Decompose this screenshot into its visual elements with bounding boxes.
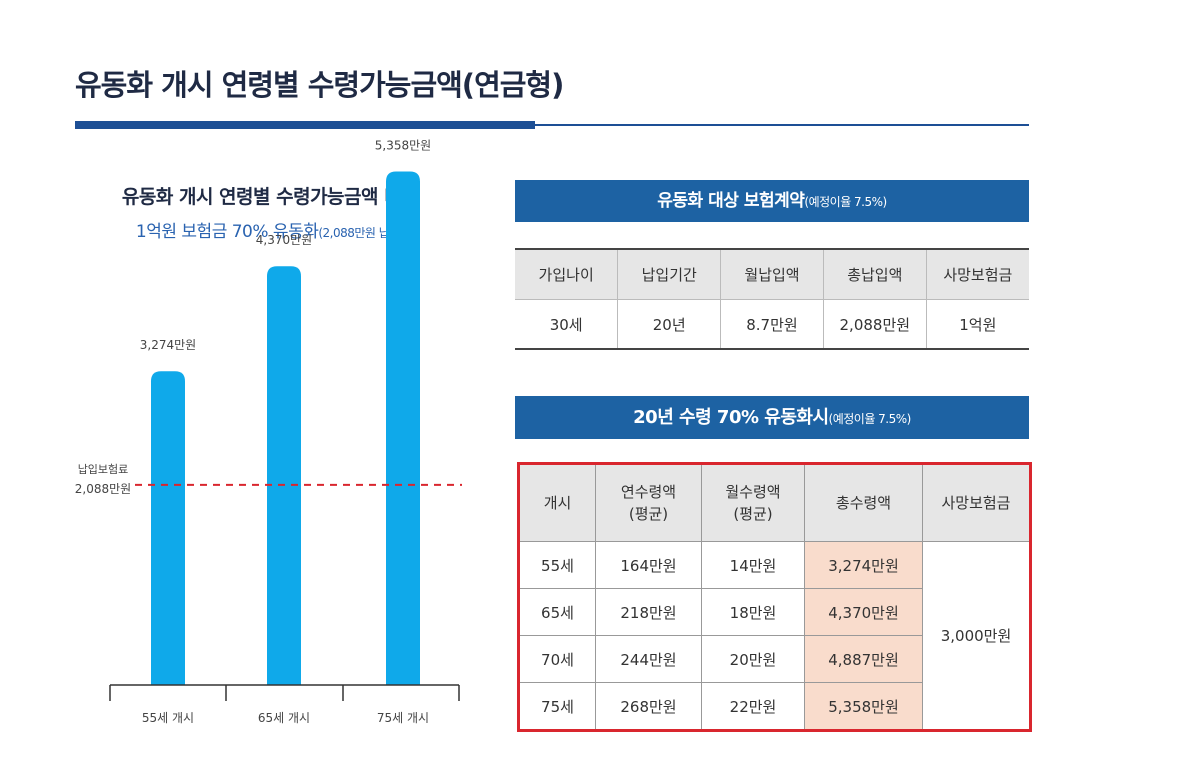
header-total-premium: 총납입액 xyxy=(822,249,927,300)
header-annual-amount: 연수령액 (평균) xyxy=(595,463,702,542)
cell-annual: 164만원 xyxy=(595,541,702,589)
table-row: 75세 268만원 22만원 5,358만원 xyxy=(518,682,1031,731)
chart-subtitle-note: (2,088만원 납입) xyxy=(318,226,405,240)
cell-total: 3,274만원 xyxy=(804,541,923,589)
table-row: 55세 164만원 14만원 3,274만원 3,000만원 xyxy=(518,541,1031,731)
cell-start-age: 55세 xyxy=(518,541,596,589)
header-monthly-line2: (평균) xyxy=(733,505,773,523)
cell-death-benefit: 3,000만원 xyxy=(922,541,1031,731)
cell-annual: 218만원 xyxy=(595,588,702,636)
header-monthly-line1: 월수령액 xyxy=(725,483,781,501)
cell-total: 5,358만원 xyxy=(804,682,923,731)
header-death-benefit: 사망보험금 xyxy=(925,249,1029,300)
annuity-section-note: (예정이율 7.5%) xyxy=(828,412,912,426)
cell-death-benefit: 1억원 xyxy=(925,299,1029,349)
annuity-section-title: 20년 수령 70% 유동화시 xyxy=(633,407,829,428)
table-header-row: 가입나이 납입기간 월납입액 총납입액 사망보험금 xyxy=(515,249,1029,300)
cell-start-age: 75세 xyxy=(518,682,596,731)
cell-monthly: 20만원 xyxy=(701,635,805,683)
cell-total: 4,370만원 xyxy=(804,588,923,636)
cell-monthly: 22만원 xyxy=(701,682,805,731)
cell-annual: 268만원 xyxy=(595,682,702,731)
header-start-age: 개시 xyxy=(518,463,596,542)
table-header-row: 개시 연수령액 (평균) 월수령액 (평균) 총수령액 사망보험금 xyxy=(518,463,1031,542)
bar-chart: 3,274만원 4,370만원 5,358만원 납입보험료 2,088만원 55세 … xyxy=(75,139,462,725)
cell-total-premium: 2,088만원 xyxy=(822,299,927,349)
cell-monthly: 18만원 xyxy=(701,588,805,636)
bar-65세 개시 xyxy=(267,266,301,685)
header-total-amount: 총수령액 xyxy=(804,463,923,542)
bars-layer: 3,274만원 4,370만원 5,358만원 xyxy=(140,139,431,685)
reference-line-value: 2,088만원 xyxy=(75,482,131,496)
bar-value-label: 3,274만원 xyxy=(140,338,196,352)
table-row: 65세 218만원 18만원 4,370만원 xyxy=(518,588,1031,636)
page-title: 유동화 개시 연령별 수령가능금액(연금형) xyxy=(75,68,564,102)
x-tick-label: 65세 개시 xyxy=(258,711,310,725)
annuity-section-header: 20년 수령 70% 유동화시(예정이율 7.5%) xyxy=(515,396,1029,439)
bar-value-label: 4,370만원 xyxy=(256,233,312,247)
bar-55세 개시 xyxy=(151,371,185,685)
annuity-table: 개시 연수령액 (평균) 월수령액 (평균) 총수령액 사망보험금 55세 164만… xyxy=(517,462,1032,732)
x-tick-label: 75세 개시 xyxy=(377,711,429,725)
chart-title: 유동화 개시 연령별 수령가능금액 비교 xyxy=(121,186,419,208)
cell-monthly-premium: 8.7만원 xyxy=(720,299,824,349)
chart-subtitle: 1억원 보험금 70% 유동화(2,088만원 납입) xyxy=(75,217,465,242)
x-tick-label: 55세 개시 xyxy=(142,711,194,725)
header-annual-line1: 연수령액 xyxy=(620,483,677,501)
contract-section-note: (예정이율 7.5%) xyxy=(804,195,887,209)
cell-monthly: 14만원 xyxy=(701,541,805,589)
header-pay-period: 납입기간 xyxy=(617,249,721,300)
table-row: 30세 20년 8.7만원 2,088만원 1억원 xyxy=(515,299,1029,349)
title-underline-thin xyxy=(535,124,1029,126)
header-join-age: 가입나이 xyxy=(515,249,618,300)
bar-value-label: 5,358만원 xyxy=(375,139,431,153)
contract-table: 가입나이 납입기간 월납입액 총납입액 사망보험금 30세 20년 8.7만원 … xyxy=(515,248,1029,350)
cell-join-age: 30세 xyxy=(549,315,583,334)
header-death-benefit: 사망보험금 xyxy=(922,463,1031,542)
chart-subtitle-main: 1억원 보험금 70% 유동화 xyxy=(135,222,319,242)
cell-annual: 244만원 xyxy=(595,635,702,683)
contract-section-header: 유동화 대상 보험계약(예정이율 7.5%) xyxy=(515,180,1029,222)
cell-total: 4,887만원 xyxy=(804,635,923,683)
cell-pay-period: 20년 xyxy=(617,299,721,349)
header-annual-line2: (평균) xyxy=(628,505,669,523)
table-row: 70세 244만원 20만원 4,887만원 xyxy=(518,635,1031,683)
contract-section-title: 유동화 대상 보험계약 xyxy=(657,191,805,211)
cell-start-age: 70세 xyxy=(518,635,596,683)
bar-75세 개시 xyxy=(386,171,420,685)
title-underline-thick xyxy=(75,121,535,129)
cell-start-age: 65세 xyxy=(518,588,596,636)
header-monthly-premium: 월납입액 xyxy=(720,249,824,300)
reference-line-label: 납입보험료 xyxy=(78,463,129,476)
x-axis-ticks: 55세 개시 65세 개시 75세 개시 xyxy=(109,685,460,725)
header-monthly-amount: 월수령액 (평균) xyxy=(701,463,805,542)
